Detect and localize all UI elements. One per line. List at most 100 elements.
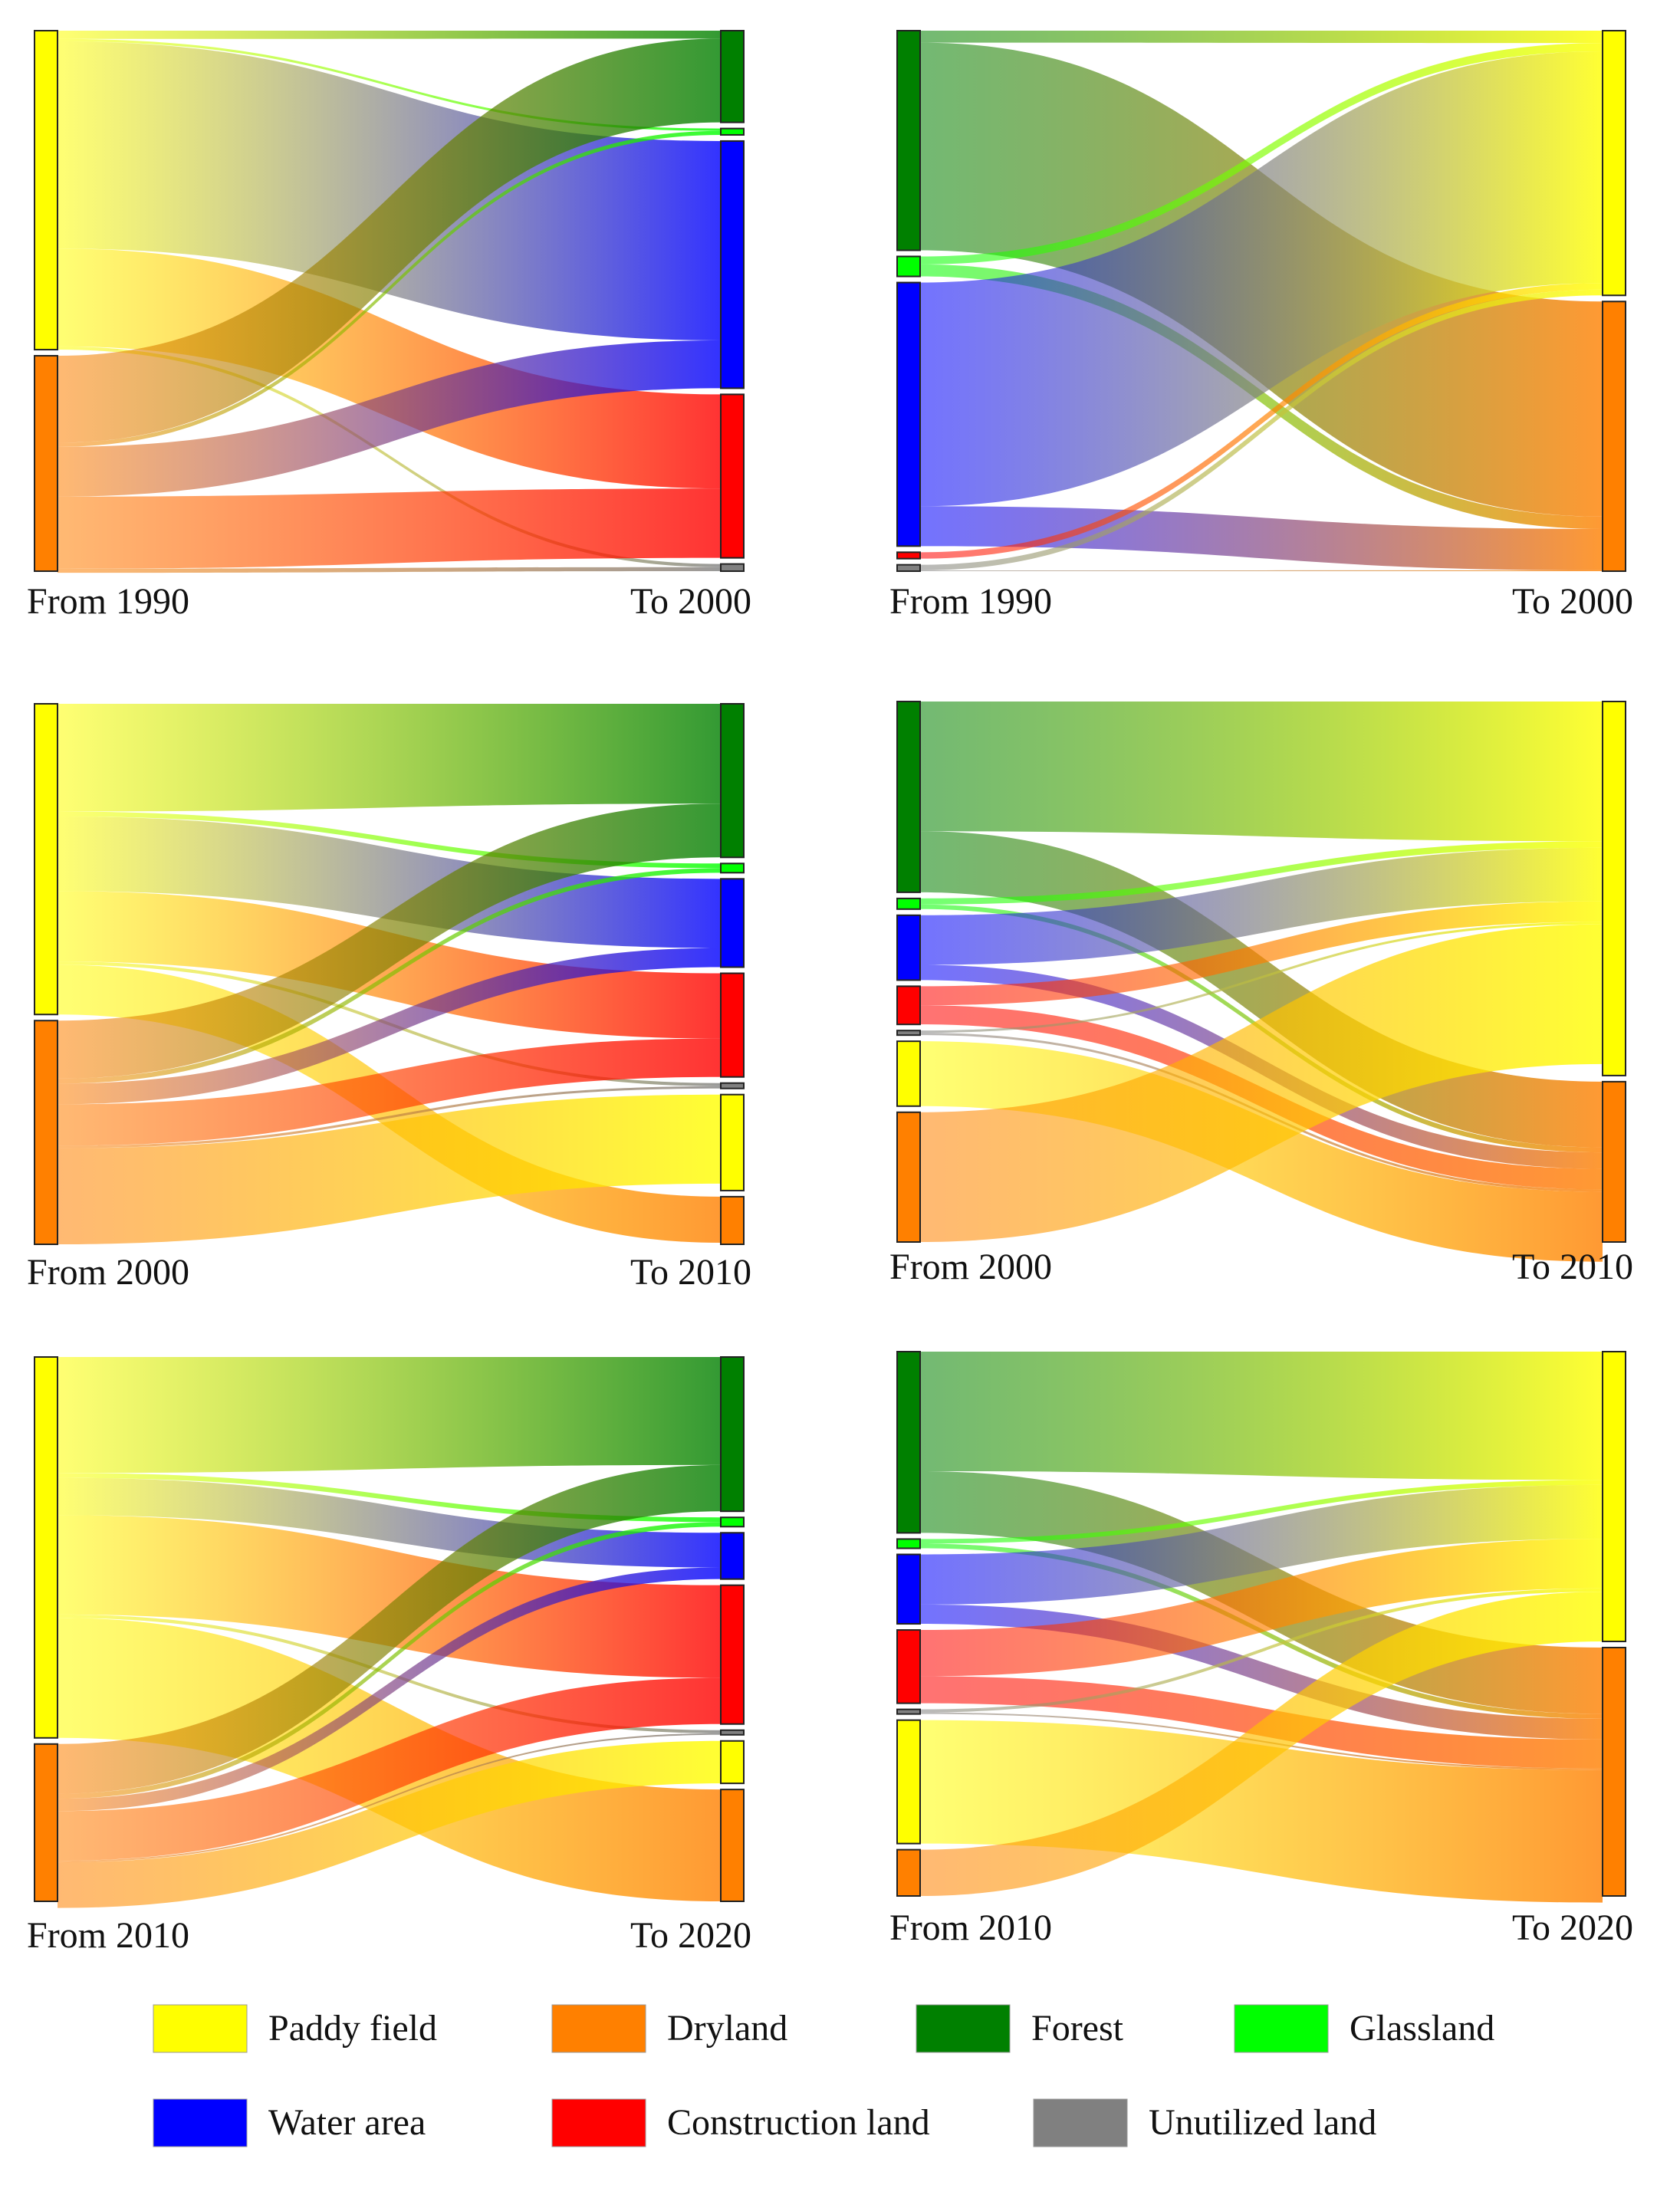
flow-dryland-to-forest [58, 38, 721, 443]
sankey-panel-5: From 2010 To 2020 [27, 1356, 751, 1956]
flow-unutilized-land-to-paddy-field [920, 289, 1603, 570]
flows [920, 31, 1603, 571]
target-node-glassland [720, 863, 745, 874]
source-node-forest [896, 701, 921, 893]
source-node-unutilized-land [896, 564, 921, 573]
source-node-paddy-field [896, 1040, 921, 1107]
flow-forest-to-paddy-field [920, 31, 1603, 44]
flows [58, 31, 721, 573]
flow-dryland-to-paddy-field [58, 1740, 721, 1908]
from-label: From 2000 [27, 1252, 189, 1293]
flow-dryland-to-unutilized-land [58, 1733, 721, 1863]
target-node-unutilized-land [720, 1729, 745, 1736]
sankey-panel-6: From 2010 To 2020 [889, 1351, 1633, 1948]
flow-dryland-to-paddy-field [920, 1592, 1603, 1896]
source-node-forest [896, 30, 921, 251]
source-node-construction-land [896, 1629, 921, 1704]
from-label: From 2010 [889, 1907, 1052, 1948]
source-node-dryland [896, 1848, 921, 1897]
from-label: From 2000 [889, 1247, 1052, 1287]
flow-dryland-to-glassland [58, 130, 721, 447]
flow-dryland-to-paddy-field [920, 924, 1603, 1242]
source-node-dryland [34, 1743, 58, 1903]
sankey-panel-1: From 1990 To 2000 [27, 30, 751, 622]
legend-label-construction-land: Construction land [667, 2102, 930, 2143]
source-node-paddy-field [34, 1356, 58, 1739]
target-node-forest [720, 1356, 745, 1513]
flow-glassland-to-dryland [920, 264, 1603, 529]
to-label: To 2000 [630, 581, 751, 622]
legend-swatch-water-area [153, 2098, 248, 2147]
flow-dryland-to-unutilized-land [58, 567, 721, 573]
source-node-paddy-field [34, 30, 58, 351]
flow-dryland-to-glassland [58, 868, 721, 1084]
to-label: To 2010 [630, 1252, 751, 1293]
flow-dryland-to-water-area [58, 340, 721, 497]
sankey-panel-2: From 1990 To 2000 [889, 30, 1633, 622]
legend-swatch-forest [916, 2004, 1011, 2053]
flow-forest-to-paddy-field [920, 1352, 1603, 1480]
sankey-panel-3: From 2000 To 2010 [27, 703, 751, 1293]
source-node-water-area [896, 914, 921, 981]
target-node-unutilized-land [720, 563, 745, 572]
source-node-glassland [896, 897, 921, 910]
flow-paddy-field-to-unutilized-land [58, 346, 721, 567]
source-node-unutilized-land [896, 1030, 921, 1037]
target-node-forest [720, 703, 745, 859]
legend-label-unutilized-land: Unutilized land [1149, 2102, 1376, 2143]
legend-swatch-glassland [1234, 2004, 1329, 2053]
flows [920, 702, 1603, 1262]
target-node-dryland [1602, 301, 1626, 572]
target-node-construction-land [720, 1584, 745, 1725]
source-node-dryland [34, 355, 58, 572]
legend-swatch-unutilized-land [1033, 2098, 1128, 2147]
to-label: To 2010 [1512, 1247, 1633, 1287]
source-node-glassland [896, 255, 921, 278]
flow-unutilized-land-to-dryland [920, 570, 1603, 571]
source-node-paddy-field [34, 703, 58, 1016]
legend-swatch-paddy-field [153, 2004, 248, 2053]
target-node-paddy-field [720, 1740, 745, 1785]
flow-paddy-field-to-glassland [58, 811, 721, 869]
flow-glassland-to-paddy-field [920, 841, 1603, 905]
target-node-paddy-field [1602, 701, 1626, 1076]
flow-construction-land-to-paddy-field [920, 283, 1603, 559]
target-node-water-area [720, 140, 745, 389]
target-node-water-area [720, 1532, 745, 1580]
flows [58, 704, 721, 1244]
to-label: To 2000 [1512, 581, 1633, 622]
source-node-forest [896, 1351, 921, 1534]
flow-dryland-to-forest [58, 803, 721, 1079]
to-label: To 2020 [1512, 1907, 1633, 1948]
source-node-water-area [896, 281, 921, 547]
flow-dryland-to-water-area [58, 948, 721, 1105]
target-node-glassland [720, 127, 745, 136]
flow-water-area-to-dryland [920, 506, 1603, 570]
flow-dryland-to-forest [58, 1464, 721, 1794]
flow-dryland-to-paddy-field [58, 1094, 721, 1244]
flow-dryland-to-water-area [58, 1567, 721, 1812]
target-node-paddy-field [1602, 30, 1626, 297]
target-node-unutilized-land [720, 1082, 745, 1089]
from-label: From 1990 [889, 581, 1052, 622]
flow-construction-land-to-paddy-field [920, 901, 1603, 1006]
flow-paddy-field-to-water-area [58, 41, 721, 340]
from-label: From 2010 [27, 1915, 189, 1956]
flow-water-area-to-paddy-field [920, 1484, 1603, 1605]
flow-glassland-to-paddy-field [920, 43, 1603, 264]
flow-dryland-to-unutilized-land [58, 1086, 721, 1148]
flow-unutilized-land-to-paddy-field [920, 1588, 1603, 1713]
source-node-construction-land [896, 551, 921, 560]
source-node-dryland [896, 1111, 921, 1243]
flow-dryland-to-construction-land [58, 488, 721, 569]
target-node-dryland [1602, 1080, 1626, 1244]
flow-paddy-field-to-glassland [58, 1473, 721, 1523]
legend-label-dryland: Dryland [667, 2008, 787, 2049]
from-label: From 1990 [27, 581, 189, 622]
flow-water-area-to-paddy-field [920, 847, 1603, 965]
flow-paddy-field-to-construction-land [58, 248, 721, 489]
flow-paddy-field-to-water-area [58, 816, 721, 948]
flows [58, 1357, 721, 1908]
legend: Paddy field Dryland Forest Glassland Water a… [153, 2004, 1494, 2147]
